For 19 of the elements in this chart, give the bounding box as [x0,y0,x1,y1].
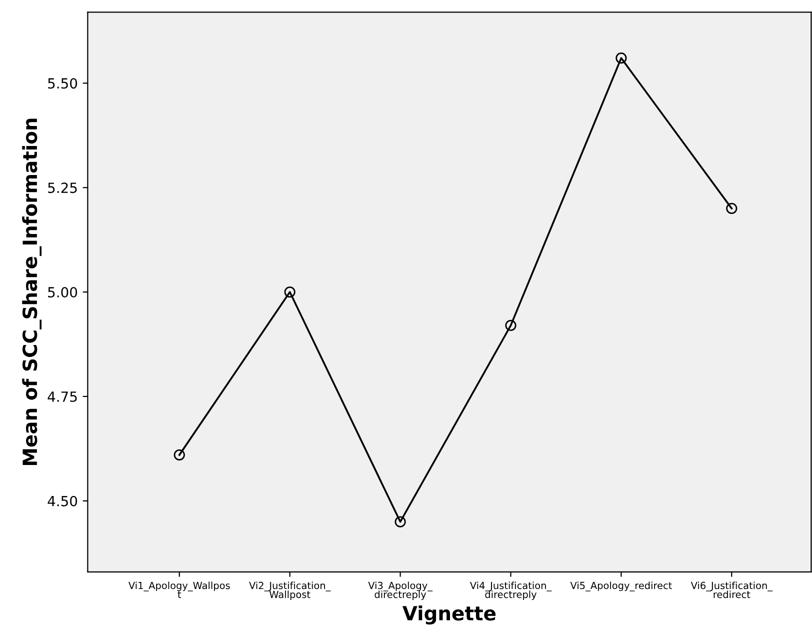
x-axis-title: Vignette [402,606,496,625]
point [726,202,738,214]
point [505,320,516,331]
point [394,516,406,528]
x-tick-label: Vi3_Apology_ directreply [368,582,433,600]
y-tick-label: 4.50 [48,496,78,506]
point [284,286,296,298]
y-tick-label: 5.00 [48,286,78,298]
x-tick-label: Vi5_Apology_redirect [570,582,672,592]
x-tick-label: Vi2_Justification_ Wallpost [249,582,331,600]
y-tick-label: 5.50 [48,78,78,89]
y-axis-title: Mean of SCC_Share_Information [22,118,42,466]
x-tick-label: Vi1_Apology_Wallpos t [128,582,230,598]
x-tick-label: Vi6_Justification_ redirect [690,582,773,598]
point [616,52,627,64]
y-tick-label: 5.25 [48,182,77,194]
point [174,449,185,460]
x-tick-label: Vi4_Justification_ directreply [470,582,552,600]
y-tick-label: 4.75 [48,392,77,402]
